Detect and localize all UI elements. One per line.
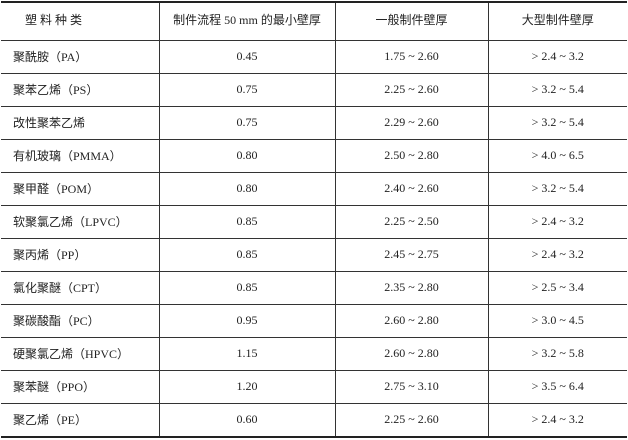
value-cell: > 2.4 ~ 3.2: [488, 403, 627, 438]
value-cell: 0.75: [159, 106, 336, 140]
value-cell: 1.20: [159, 370, 336, 404]
value-cell: > 4.0 ~ 6.5: [488, 139, 627, 173]
value-cell: 2.75 ~ 3.10: [335, 370, 489, 404]
value-cell: > 3.2 ~ 5.4: [488, 73, 627, 107]
material-cell: 硬聚氯乙烯（HPVC）: [1, 337, 160, 371]
table-header: 塑 料 种 类制件流程 50 mm 的最小壁厚 一般制件壁厚 大型制件壁厚: [1, 1, 627, 41]
value-cell: > 2.4 ~ 3.2: [488, 40, 627, 74]
material-cell: 聚甲醛（POM）: [1, 172, 160, 206]
value-cell: 0.80: [159, 139, 336, 173]
value-cell: 0.45: [159, 40, 336, 74]
value-cell: 2.40 ~ 2.60: [335, 172, 489, 206]
value-cell: 0.85: [159, 271, 336, 305]
material-cell: 氯化聚醚（CPT）: [1, 271, 160, 305]
value-cell: 0.85: [159, 205, 336, 239]
table-row: 聚苯乙烯（PS） 0.75 2.25 ~ 2.60 > 3.2 ~ 5.4: [1, 73, 627, 107]
material-cell: 聚碳酸酯（PC）: [1, 304, 160, 338]
table-row: 硬聚氯乙烯（HPVC） 1.15 2.60 ~ 2.80 > 3.2 ~ 5.8: [1, 337, 627, 371]
value-cell: > 3.0 ~ 4.5: [488, 304, 627, 338]
material-cell: 聚酰胺（PA）: [1, 40, 160, 74]
header-cell: 大型制件壁厚: [488, 1, 627, 41]
table-row: 聚苯醚（PPO） 1.20 2.75 ~ 3.10 > 3.5 ~ 6.4: [1, 370, 627, 404]
header-cell: 制件流程 50 mm 的最小壁厚: [159, 1, 336, 41]
table-row: 聚酰胺（PA） 0.45 1.75 ~ 2.60 > 2.4 ~ 3.2: [1, 40, 627, 74]
header-cell: 塑 料 种 类: [1, 1, 160, 41]
material-cell: 聚丙烯（PP）: [1, 238, 160, 272]
material-cell: 聚乙烯（PE）: [1, 403, 160, 438]
table-row: 氯化聚醚（CPT） 0.85 2.35 ~ 2.80 > 2.5 ~ 3.4: [1, 271, 627, 305]
value-cell: 2.60 ~ 2.80: [335, 304, 489, 338]
value-cell: > 2.4 ~ 3.2: [488, 205, 627, 239]
value-cell: 2.60 ~ 2.80: [335, 337, 489, 371]
value-cell: 1.75 ~ 2.60: [335, 40, 489, 74]
value-cell: 0.80: [159, 172, 336, 206]
material-cell: 聚苯醚（PPO）: [1, 370, 160, 404]
value-cell: 0.60: [159, 403, 336, 438]
value-cell: 0.95: [159, 304, 336, 338]
material-cell: 软聚氯乙烯（LPVC）: [1, 205, 160, 239]
value-cell: 2.35 ~ 2.80: [335, 271, 489, 305]
table-row: 聚碳酸酯（PC） 0.95 2.60 ~ 2.80 > 3.0 ~ 4.5: [1, 304, 627, 338]
value-cell: 2.45 ~ 2.75: [335, 238, 489, 272]
material-cell: 聚苯乙烯（PS）: [1, 73, 160, 107]
table-body: 聚酰胺（PA） 0.45 1.75 ~ 2.60 > 2.4 ~ 3.2 聚苯乙烯（PS…: [1, 40, 627, 438]
value-cell: > 3.2 ~ 5.8: [488, 337, 627, 371]
value-cell: 2.25 ~ 2.60: [335, 403, 489, 438]
material-cell: 有机玻璃（PMMA）: [1, 139, 160, 173]
value-cell: 0.75: [159, 73, 336, 107]
material-cell: 改性聚苯乙烯: [1, 106, 160, 140]
table-row: 软聚氯乙烯（LPVC） 0.85 2.25 ~ 2.50 > 2.4 ~ 3.2: [1, 205, 627, 239]
value-cell: 1.15: [159, 337, 336, 371]
value-cell: > 2.5 ~ 3.4: [488, 271, 627, 305]
table-row: 聚甲醛（POM） 0.80 2.40 ~ 2.60 > 3.2 ~ 5.4: [1, 172, 627, 206]
value-cell: 2.29 ~ 2.60: [335, 106, 489, 140]
table-row: 聚乙烯（PE） 0.60 2.25 ~ 2.60 > 2.4 ~ 3.2: [1, 403, 627, 438]
value-cell: > 3.2 ~ 5.4: [488, 172, 627, 206]
header-cell: 一般制件壁厚: [335, 1, 489, 41]
table-row: 有机玻璃（PMMA） 0.80 2.50 ~ 2.80 > 4.0 ~ 6.5: [1, 139, 627, 173]
header-row: 塑 料 种 类制件流程 50 mm 的最小壁厚 一般制件壁厚 大型制件壁厚: [1, 1, 627, 41]
value-cell: > 3.2 ~ 5.4: [488, 106, 627, 140]
table-row: 改性聚苯乙烯 0.75 2.29 ~ 2.60 > 3.2 ~ 5.4: [1, 106, 627, 140]
table-row: 聚丙烯（PP） 0.85 2.45 ~ 2.75 > 2.4 ~ 3.2: [1, 238, 627, 272]
value-cell: 2.25 ~ 2.60: [335, 73, 489, 107]
value-cell: > 2.4 ~ 3.2: [488, 238, 627, 272]
value-cell: 2.50 ~ 2.80: [335, 139, 489, 173]
value-cell: 2.25 ~ 2.50: [335, 205, 489, 239]
value-cell: 0.85: [159, 238, 336, 272]
value-cell: > 3.5 ~ 6.4: [488, 370, 627, 404]
